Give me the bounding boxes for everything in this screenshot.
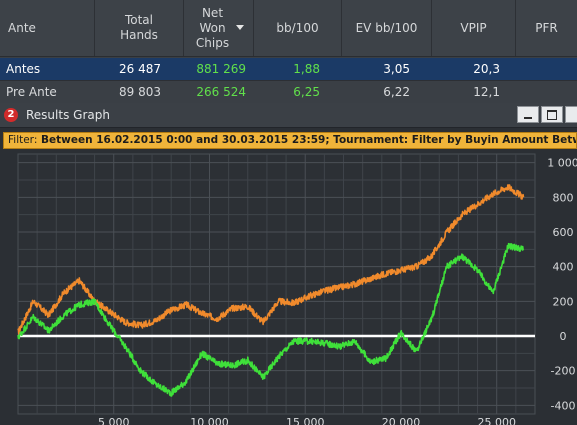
y-tick-label: -400: [551, 399, 576, 412]
cell-ante: Pre Ante: [6, 85, 57, 99]
sort-descending-icon: [236, 25, 244, 30]
column-header-total-hands[interactable]: Total Hands: [95, 0, 184, 56]
cell-net-won: 881 269: [196, 62, 246, 76]
y-tick-label: 800: [553, 191, 574, 204]
series-line-green: [17, 242, 525, 397]
x-tick-label: 20 000: [382, 416, 421, 425]
x-tick-label: 10 000: [190, 416, 229, 425]
y-tick-label: 1 000: [547, 157, 577, 170]
minimize-icon[interactable]: [517, 106, 539, 123]
column-header-ev-bb100[interactable]: EV bb/100: [342, 0, 432, 56]
cell-net-won: 266 524: [196, 85, 246, 99]
y-tick-label: -200: [551, 365, 576, 378]
results-graph-window: 2 Results Graph Filter: Between 16.02.20…: [0, 103, 577, 425]
series-line-orange: [17, 184, 525, 335]
column-header-pfr[interactable]: PFR: [535, 20, 558, 35]
maximize-icon[interactable]: [541, 106, 563, 123]
column-header-ante[interactable]: Ante: [0, 0, 95, 56]
table-row[interactable]: Pre Ante 89 803 266 524 6,25 6,22 12,1: [0, 80, 577, 103]
y-tick-label: 0: [560, 330, 567, 343]
cell-bb100: 6,25: [293, 85, 320, 99]
column-header-vpip[interactable]: VPIP: [432, 0, 516, 56]
filter-bar: Filter: Between 16.02.2015 0:00 and 30.0…: [3, 132, 577, 149]
cell-total-hands: 26 487: [119, 62, 161, 76]
window-titlebar[interactable]: 2 Results Graph: [0, 103, 577, 128]
results-chart: 1 000 800 600 400 200 0 -200 -400 5 000 10 000 15 …: [17, 153, 577, 425]
cell-vpip: 12,1: [473, 85, 500, 99]
table-row[interactable]: Antes 26 487 881 269 1,88 3,05 20,3: [0, 58, 577, 80]
cell-ante: Antes: [6, 62, 41, 76]
app-icon: 2: [4, 108, 18, 122]
y-tick-label: 600: [553, 226, 574, 239]
cell-total-hands: 89 803: [119, 85, 161, 99]
window-title: Results Graph: [26, 108, 110, 122]
y-tick-label: 400: [553, 261, 574, 274]
cell-bb100: 1,88: [293, 62, 320, 76]
cell-vpip: 20,3: [473, 62, 500, 76]
column-header-net-won-chips[interactable]: Net Won Chips: [184, 0, 254, 56]
filter-text: Between 16.02.2015 0:00 and 30.03.2015 2…: [41, 134, 576, 146]
y-tick-label: 200: [553, 295, 574, 308]
stats-table: Ante Total Hands Net Won Chips bb/100 EV…: [0, 0, 577, 103]
cell-ev-bb100: 3,05: [383, 62, 410, 76]
cell-ev-bb100: 6,22: [383, 85, 410, 99]
filter-label: Filter:: [8, 134, 38, 146]
x-tick-label: 25 000: [477, 416, 516, 425]
table-header: Ante Total Hands Net Won Chips bb/100 EV…: [0, 0, 577, 57]
x-tick-label: 5 000: [98, 416, 130, 425]
x-tick-label: 15 000: [286, 416, 325, 425]
close-icon[interactable]: [565, 106, 577, 123]
column-header-bb100[interactable]: bb/100: [254, 0, 342, 56]
